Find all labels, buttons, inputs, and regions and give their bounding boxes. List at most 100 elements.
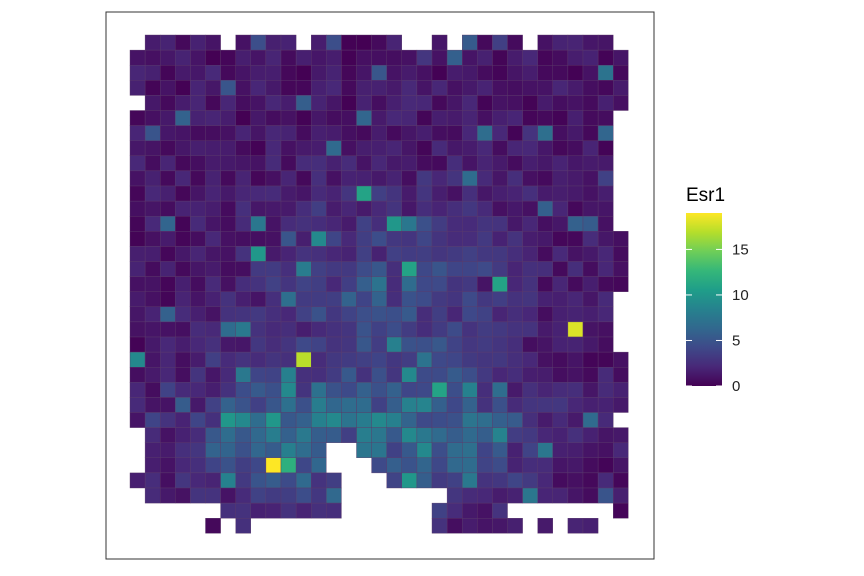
heatmap-cell xyxy=(159,231,176,247)
heatmap-cell xyxy=(597,80,614,96)
heatmap-cell xyxy=(597,336,614,353)
heatmap-cell xyxy=(522,457,538,474)
heatmap-cell xyxy=(175,200,191,217)
heatmap-cell xyxy=(205,170,221,187)
heatmap-cell xyxy=(205,276,221,292)
heatmap-cell xyxy=(159,95,176,111)
heatmap-cell xyxy=(431,49,448,66)
heatmap-cell xyxy=(175,321,191,338)
heatmap-cell xyxy=(311,125,327,141)
heatmap-cell xyxy=(190,200,206,217)
heatmap-cell xyxy=(462,487,478,504)
heatmap-cell xyxy=(416,261,433,277)
heatmap-cell xyxy=(431,321,448,338)
heatmap-cell xyxy=(613,64,629,81)
heatmap-cell xyxy=(371,64,387,81)
heatmap-cell xyxy=(522,276,538,292)
heatmap-cell xyxy=(462,34,478,51)
heatmap-cell xyxy=(280,397,297,413)
heatmap-cell xyxy=(220,80,236,96)
heatmap-cell xyxy=(431,80,448,96)
heatmap-cell xyxy=(386,170,403,187)
heatmap-cell xyxy=(477,321,493,338)
heatmap-cell xyxy=(144,215,161,232)
heatmap-cell xyxy=(446,231,463,247)
heatmap-cell xyxy=(311,397,327,413)
heatmap-cell xyxy=(567,246,584,262)
heatmap-cell xyxy=(552,321,569,338)
heatmap-cell xyxy=(477,351,493,368)
heatmap-cell xyxy=(537,397,554,413)
heatmap-cell xyxy=(326,351,342,368)
heatmap-cell xyxy=(537,49,554,66)
heatmap-cell xyxy=(311,95,327,111)
heatmap-cell xyxy=(190,291,206,308)
heatmap-cell xyxy=(265,336,282,353)
heatmap-cell xyxy=(507,215,523,232)
heatmap-cell xyxy=(401,367,418,383)
heatmap-cell xyxy=(386,49,403,66)
heatmap-cell xyxy=(356,427,372,443)
heatmap-cell xyxy=(446,397,463,413)
heatmap-cell xyxy=(129,336,146,353)
heatmap-cell xyxy=(205,427,221,443)
heatmap-cell xyxy=(295,351,312,368)
heatmap-cell xyxy=(205,442,221,459)
heatmap-cell xyxy=(265,321,282,338)
heatmap-cell xyxy=(567,231,584,247)
heatmap-cell xyxy=(582,276,599,292)
heatmap-cell xyxy=(416,185,433,202)
heatmap-cell xyxy=(477,140,493,156)
heatmap-cell xyxy=(341,140,357,156)
heatmap-cell xyxy=(371,125,387,141)
heatmap-cell xyxy=(265,140,282,156)
heatmap-cell xyxy=(356,170,372,187)
heatmap-cell xyxy=(477,185,493,202)
heatmap-cell xyxy=(144,95,161,111)
heatmap-cell xyxy=(462,502,478,519)
heatmap-cell xyxy=(401,351,418,368)
heatmap-cell xyxy=(371,397,387,413)
heatmap-cell xyxy=(235,231,251,247)
heatmap-cell xyxy=(446,336,463,353)
heatmap-cell xyxy=(326,64,342,81)
heatmap-cell xyxy=(462,110,478,126)
heatmap-cell xyxy=(220,215,236,232)
heatmap-cell xyxy=(507,412,523,428)
heatmap-cell xyxy=(326,412,342,428)
heatmap-cell xyxy=(235,155,251,172)
heatmap-cell xyxy=(326,382,342,398)
heatmap-cell xyxy=(190,276,206,292)
heatmap-cell xyxy=(522,80,538,96)
heatmap-cell xyxy=(235,382,251,398)
heatmap-cell xyxy=(537,95,554,111)
heatmap-cell xyxy=(220,397,236,413)
heatmap-cell xyxy=(386,306,403,323)
heatmap-cell xyxy=(401,155,418,172)
heatmap-cell xyxy=(522,49,538,66)
heatmap-cell xyxy=(205,95,221,111)
heatmap-cell xyxy=(159,291,176,308)
heatmap-cell xyxy=(175,110,191,126)
heatmap-cell xyxy=(537,170,554,187)
heatmap-cell xyxy=(613,397,629,413)
heatmap-cell xyxy=(144,321,161,338)
heatmap-cell xyxy=(356,291,372,308)
heatmap-cell xyxy=(537,427,554,443)
heatmap-cell xyxy=(462,457,478,474)
heatmap-cell xyxy=(265,427,282,443)
heatmap-cell xyxy=(492,487,508,504)
heatmap-cell xyxy=(311,64,327,81)
heatmap-cell xyxy=(477,34,493,51)
heatmap-cell xyxy=(341,336,357,353)
heatmap-cell xyxy=(371,185,387,202)
heatmap-cell xyxy=(280,442,297,459)
heatmap-cell xyxy=(597,306,614,323)
heatmap-cell xyxy=(446,427,463,443)
heatmap-cell xyxy=(431,367,448,383)
heatmap-cell xyxy=(371,291,387,308)
heatmap-cell xyxy=(235,110,251,126)
heatmap-cell xyxy=(582,518,599,534)
heatmap-cell xyxy=(280,140,297,156)
heatmap-cell xyxy=(582,306,599,323)
